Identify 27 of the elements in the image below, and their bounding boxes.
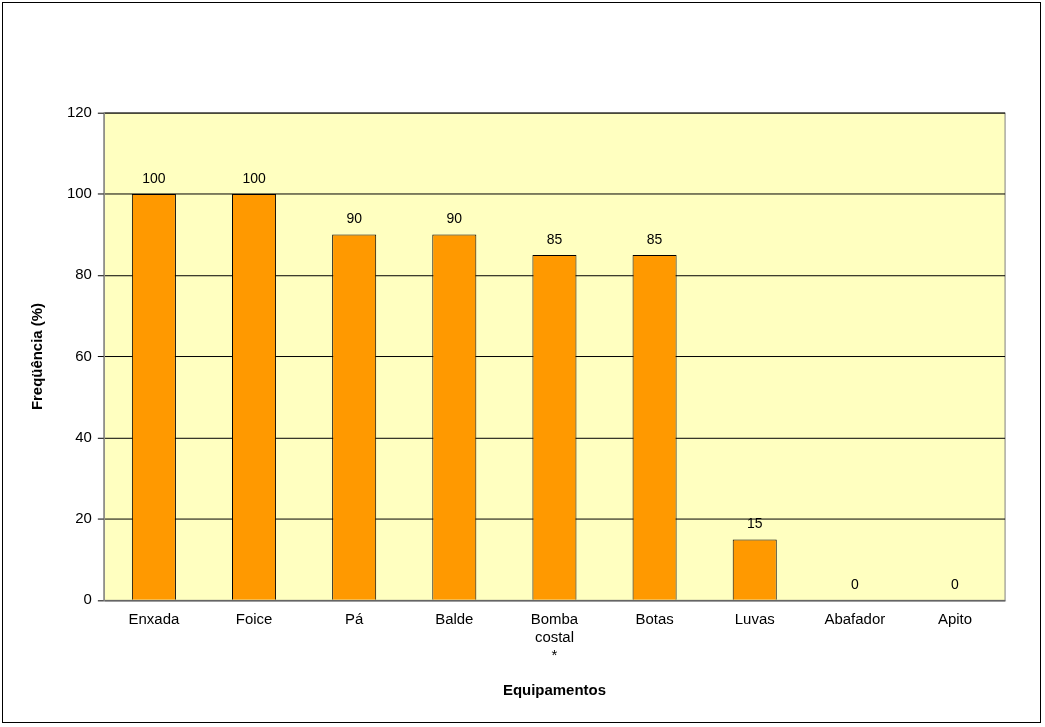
x-tick-label: Pá bbox=[345, 610, 364, 628]
y-axis-title: Freqüência (%) bbox=[28, 302, 46, 411]
x-tick-label: Abafador bbox=[824, 610, 886, 628]
x-axis-title: Equipamentos bbox=[502, 681, 606, 699]
x-tick-label: Botas bbox=[635, 610, 674, 628]
y-tick-label: 100 bbox=[66, 184, 92, 202]
data-label: 15 bbox=[746, 515, 763, 532]
data-label: 0 bbox=[850, 576, 859, 593]
y-tick-label: 0 bbox=[83, 590, 92, 608]
y-tick-label: 60 bbox=[75, 346, 92, 364]
x-tick-label: Apito bbox=[937, 610, 973, 628]
data-label: 90 bbox=[446, 210, 463, 227]
x-tick-label: Luvas bbox=[734, 610, 775, 628]
y-tick-label: 120 bbox=[66, 102, 92, 120]
data-label: 0 bbox=[951, 576, 960, 593]
data-label: 100 bbox=[142, 169, 166, 186]
data-label: 100 bbox=[242, 169, 266, 186]
x-tick-label: Enxada bbox=[128, 610, 180, 628]
x-tick-label: Bomba costal * bbox=[530, 610, 579, 664]
x-tick-label: Foice bbox=[235, 610, 273, 628]
y-tick-label: 80 bbox=[75, 265, 92, 283]
data-label: 85 bbox=[546, 230, 563, 247]
y-tick-label: 40 bbox=[75, 427, 92, 445]
data-label: 85 bbox=[646, 230, 663, 247]
x-tick-label: Balde bbox=[435, 610, 474, 628]
data-label: 90 bbox=[346, 210, 363, 227]
y-tick-label: 20 bbox=[75, 509, 92, 527]
